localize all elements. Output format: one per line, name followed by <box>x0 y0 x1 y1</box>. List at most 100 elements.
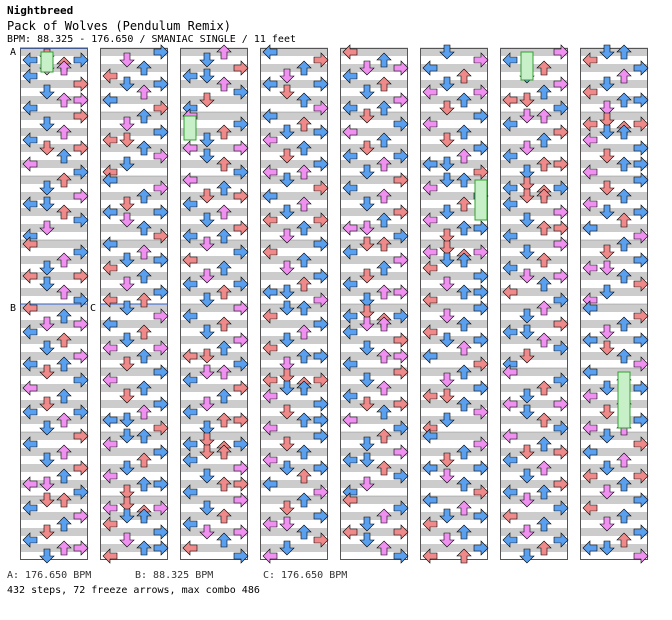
right-arrow <box>553 44 569 60</box>
left-arrow <box>262 308 278 324</box>
beat-stripe <box>500 208 568 216</box>
bpm-legend-c: C: 176.650 BPM <box>263 570 348 581</box>
beat-stripe <box>340 48 408 56</box>
beat-stripe <box>20 112 88 120</box>
beat-stripe <box>100 176 168 184</box>
right-arrow <box>473 52 489 68</box>
up-arrow <box>616 268 632 284</box>
right-arrow <box>553 316 569 332</box>
left-arrow <box>582 500 598 516</box>
up-arrow <box>296 140 312 156</box>
right-arrow <box>233 84 249 100</box>
up-arrow <box>216 204 232 220</box>
down-arrow <box>39 452 55 468</box>
down-arrow <box>199 52 215 68</box>
up-arrow <box>216 476 232 492</box>
right-arrow <box>313 180 329 196</box>
up-arrow <box>216 124 232 140</box>
beat-stripe <box>20 432 88 440</box>
left-arrow <box>502 396 518 412</box>
right-arrow <box>153 148 169 164</box>
left-arrow <box>582 468 598 484</box>
right-arrow <box>313 124 329 140</box>
left-arrow <box>582 540 598 556</box>
right-arrow <box>633 356 649 372</box>
left-arrow <box>502 52 518 68</box>
up-arrow <box>136 108 152 124</box>
beat-stripe <box>100 320 168 328</box>
right-arrow <box>473 164 489 180</box>
up-arrow <box>616 316 632 332</box>
down-arrow <box>359 292 375 308</box>
down-arrow <box>199 432 215 448</box>
up-arrow <box>456 124 472 140</box>
left-arrow <box>342 148 358 164</box>
right-arrow <box>153 100 169 116</box>
down-arrow <box>279 540 295 556</box>
up-arrow <box>56 252 72 268</box>
beat-stripe <box>420 480 488 488</box>
up-arrow <box>456 476 472 492</box>
down-arrow <box>599 284 615 300</box>
up-arrow <box>456 316 472 332</box>
up-arrow <box>536 60 552 76</box>
up-arrow <box>216 228 232 244</box>
up-arrow <box>616 156 632 172</box>
down-arrow <box>599 76 615 92</box>
beat-stripe <box>420 464 488 472</box>
beat-stripe <box>100 96 168 104</box>
up-arrow <box>616 236 632 252</box>
up-arrow <box>536 380 552 396</box>
right-arrow <box>393 252 409 268</box>
left-arrow <box>342 492 358 508</box>
left-arrow <box>582 164 598 180</box>
down-arrow <box>119 388 135 404</box>
up-arrow <box>56 172 72 188</box>
right-arrow <box>233 188 249 204</box>
right-arrow <box>153 44 169 60</box>
section-marker: B <box>10 303 16 314</box>
beat-stripe <box>500 64 568 72</box>
down-arrow <box>439 172 455 188</box>
down-arrow <box>519 244 535 260</box>
down-arrow <box>439 388 455 404</box>
left-arrow <box>22 196 38 212</box>
right-arrow <box>153 340 169 356</box>
up-arrow <box>56 412 72 428</box>
right-arrow <box>473 268 489 284</box>
down-arrow <box>519 348 535 364</box>
left-arrow <box>342 180 358 196</box>
beat-stripe <box>500 80 568 88</box>
down-arrow <box>279 68 295 84</box>
down-arrow <box>279 204 295 220</box>
beat-stripe <box>580 512 648 520</box>
right-arrow <box>393 420 409 436</box>
beat-stripe <box>580 144 648 152</box>
up-arrow <box>376 156 392 172</box>
down-arrow <box>359 108 375 124</box>
left-arrow <box>182 484 198 500</box>
left-arrow <box>422 324 438 340</box>
right-arrow <box>233 164 249 180</box>
beat-stripe <box>340 128 408 136</box>
left-arrow <box>262 516 278 532</box>
beat-stripe <box>180 384 248 392</box>
left-arrow <box>102 316 118 332</box>
right-arrow <box>313 316 329 332</box>
down-arrow <box>359 476 375 492</box>
beat-stripe <box>20 336 88 344</box>
right-arrow <box>393 60 409 76</box>
right-arrow <box>313 100 329 116</box>
left-arrow <box>102 260 118 276</box>
beat-stripe <box>260 64 328 72</box>
right-arrow <box>233 380 249 396</box>
up-arrow <box>56 148 72 164</box>
down-arrow <box>359 60 375 76</box>
left-arrow <box>182 228 198 244</box>
beat-stripe <box>100 496 168 504</box>
down-arrow <box>519 188 535 204</box>
up-arrow <box>536 332 552 348</box>
left-arrow <box>262 548 278 564</box>
down-arrow <box>359 516 375 532</box>
beat-stripe <box>420 384 488 392</box>
